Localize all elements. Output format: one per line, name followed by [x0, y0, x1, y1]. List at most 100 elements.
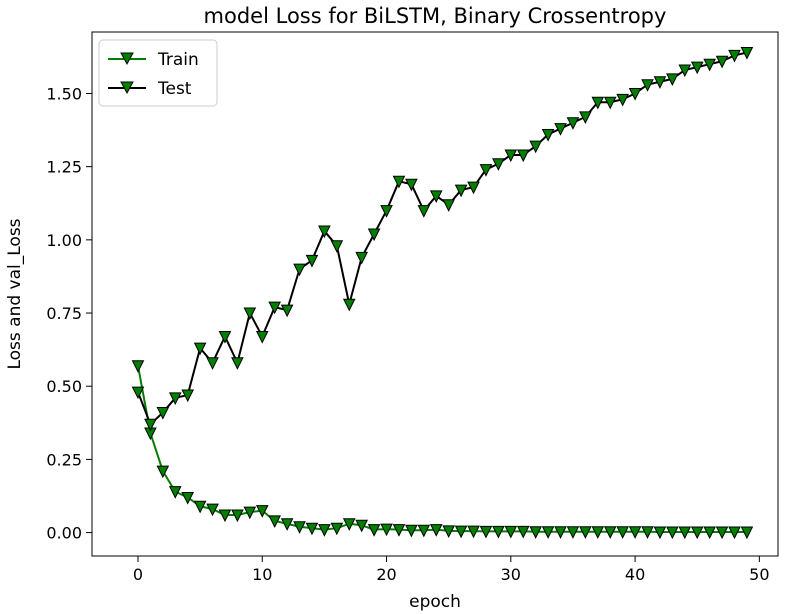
- test-data-point: [255, 330, 269, 344]
- test-data-point: [641, 79, 654, 92]
- test-data-point: [305, 254, 319, 268]
- test-data-point: [579, 111, 592, 125]
- test-data-point: [355, 251, 368, 265]
- test-data-point: [156, 407, 170, 420]
- train-data-point: [616, 526, 629, 539]
- test-data-point: [131, 386, 145, 400]
- train-data-point: [355, 519, 368, 533]
- train-data-point: [280, 518, 294, 531]
- train-data-point: [566, 526, 580, 539]
- train-data-point: [467, 525, 480, 539]
- train-data-point: [678, 526, 692, 540]
- train-data-point: [318, 524, 331, 537]
- x-tick-label: 20: [376, 565, 396, 584]
- test-data-point: [653, 76, 667, 89]
- train-data-point: [218, 509, 232, 523]
- train-data-point: [591, 526, 605, 539]
- test-data-point: [293, 263, 306, 277]
- train-data-point: [367, 524, 381, 537]
- x-tick-label: 30: [501, 565, 521, 584]
- test-data-point: [330, 240, 344, 253]
- x-axis: 0 10 20 30 40 50: [133, 556, 770, 584]
- train-data-point: [628, 526, 642, 539]
- train-data-point: [690, 526, 704, 540]
- train-data-point: [392, 524, 406, 537]
- y-tick-label: 0.75: [46, 304, 82, 323]
- y-tick-label: 1.50: [46, 84, 82, 103]
- test-data-point: [392, 175, 406, 189]
- x-axis-label: epoch: [409, 592, 461, 612]
- test-data-point: [318, 225, 331, 239]
- train-data-point: [728, 526, 741, 540]
- train-data-point: [206, 503, 219, 517]
- test-data-point: [429, 190, 443, 204]
- train-data-point: [579, 526, 592, 539]
- x-tick-label: 10: [252, 565, 272, 584]
- test-data-point: [144, 418, 157, 432]
- train-data-point: [342, 518, 356, 531]
- y-tick-label: 0.25: [46, 450, 82, 469]
- train-data-point: [293, 521, 306, 534]
- train-data-point: [131, 360, 145, 373]
- legend: Train Test: [98, 39, 218, 107]
- test-data-point: [181, 389, 195, 403]
- legend-test-marker: [120, 81, 134, 95]
- train-data-point: [193, 500, 207, 514]
- test-data-point: [616, 93, 629, 107]
- y-tick-label: 0.00: [46, 524, 82, 543]
- train-series-line: [136, 365, 747, 533]
- test-data-point: [168, 392, 182, 406]
- test-data-point: [442, 199, 455, 212]
- train-data-point: [740, 526, 754, 540]
- train-data-point: [516, 525, 530, 539]
- test-data-point: [454, 184, 468, 198]
- x-tick-label: 50: [749, 565, 769, 584]
- test-data-point: [243, 307, 257, 321]
- test-data-point: [367, 228, 381, 242]
- test-data-point: [280, 304, 294, 318]
- test-data-point: [603, 96, 617, 110]
- train-data-point: [666, 526, 679, 540]
- test-data-point: [467, 181, 480, 195]
- train-data-point: [255, 505, 269, 518]
- test-data-point: [715, 55, 729, 69]
- train-data-point: [703, 526, 716, 540]
- test-data-point: [628, 87, 642, 101]
- test-data-point: [541, 128, 555, 142]
- y-tick-label: 1.00: [46, 231, 82, 250]
- test-data-point: [566, 117, 580, 130]
- plot-frame: [91, 31, 779, 557]
- train-data-point: [405, 524, 418, 538]
- test-data-point: [703, 58, 716, 72]
- legend-train-label: Train: [157, 50, 199, 70]
- test-data-point: [417, 205, 431, 218]
- test-data-point: [591, 96, 605, 110]
- train-data-point: [330, 522, 344, 536]
- train-data-point: [454, 525, 468, 539]
- train-data-point: [603, 526, 617, 539]
- test-data-point: [380, 205, 393, 218]
- test-data-point: [529, 140, 542, 154]
- x-tick-label: 40: [625, 565, 645, 584]
- train-data-point: [715, 526, 729, 540]
- chart-title: model Loss for BiLSTM, Binary Crossentro…: [204, 4, 667, 28]
- train-data-point: [243, 506, 257, 520]
- test-data-point: [690, 61, 704, 75]
- test-data-point: [268, 301, 281, 315]
- train-data-point: [504, 525, 518, 539]
- train-data-point: [429, 524, 443, 537]
- train-data-point: [268, 515, 281, 528]
- train-data-point: [541, 526, 555, 539]
- test-data-point: [504, 149, 518, 163]
- test-data-point: [678, 64, 692, 78]
- train-data-point: [479, 525, 493, 539]
- train-data-point: [231, 509, 244, 523]
- test-data-point: [405, 178, 418, 192]
- train-data-point: [417, 524, 431, 538]
- test-data-point: [492, 158, 505, 171]
- train-data-point: [529, 526, 542, 539]
- train-data-point: [492, 525, 505, 539]
- test-data-point: [666, 73, 679, 86]
- test-data-point: [193, 342, 207, 356]
